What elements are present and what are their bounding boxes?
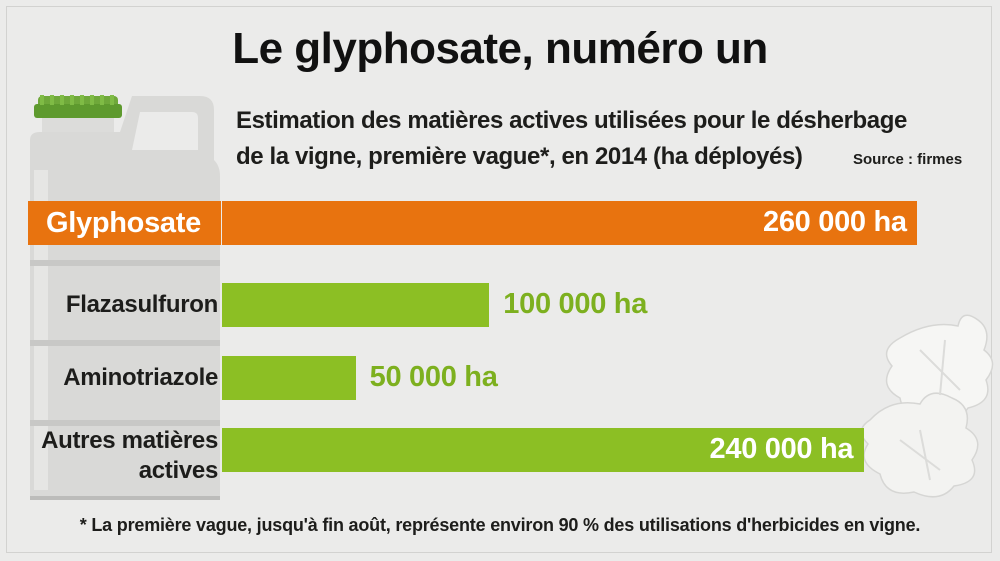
source-label: Source : firmes xyxy=(853,151,963,168)
category-label-2: Aminotriazole xyxy=(63,363,218,393)
category-label-3-line-0: Autres matières xyxy=(41,427,218,454)
category-label-3-line-1: actives xyxy=(138,457,219,484)
chart-frame xyxy=(6,6,992,553)
category-label-1: Flazasulfuron xyxy=(66,290,218,320)
bar-0 xyxy=(222,201,917,245)
footnote: * La première vague, jusqu'à fin août, r… xyxy=(79,515,921,535)
bar-3 xyxy=(222,428,864,472)
category-label-1-line-0: Flazasulfuron xyxy=(65,291,218,318)
category-label-3: Autres matières actives xyxy=(41,426,218,486)
value-label-2: 50 000 ha xyxy=(369,361,498,393)
value-label-3: 240 000 ha xyxy=(709,433,854,465)
subtitle-line-1: Estimation des matières actives utilisée… xyxy=(236,107,907,134)
value-label-0: 260 000 ha xyxy=(763,206,907,238)
category-label-0-line-0: Glyphosate xyxy=(46,207,201,239)
subtitle-line-2: de la vigne, première vague*, en 2014 (h… xyxy=(236,143,803,170)
bar-2 xyxy=(222,356,356,400)
category-label-2-line-0: Aminotriazole xyxy=(63,364,218,391)
value-label-1: 100 000 ha xyxy=(503,288,648,320)
chart-title: Le glyphosate, numéro un xyxy=(232,24,768,73)
bar-1 xyxy=(222,283,490,327)
chart-subtitle: Estimation des matières actives utilisée… xyxy=(236,103,956,175)
category-label-0: Glyphosate xyxy=(28,201,221,245)
